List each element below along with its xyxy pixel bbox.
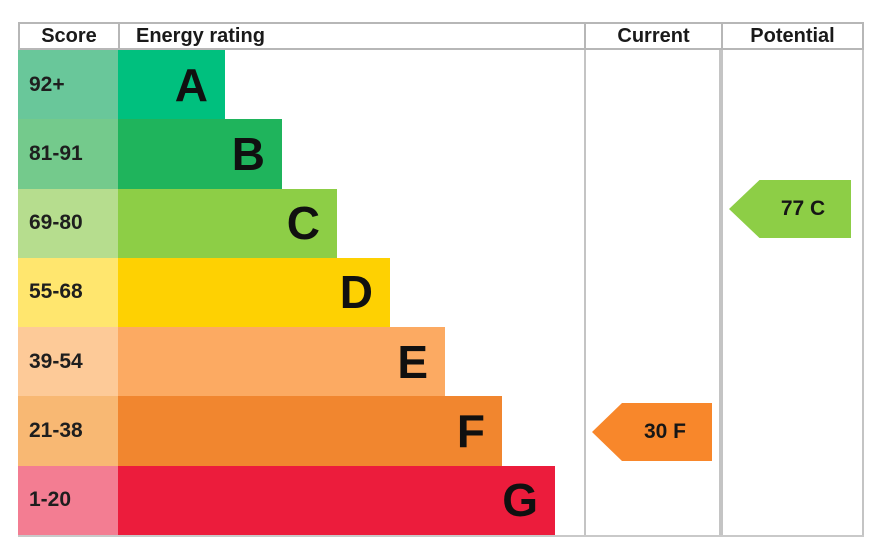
band-letter: B bbox=[231, 127, 265, 180]
header-current: Current bbox=[584, 24, 721, 48]
score-range: 1-20 bbox=[18, 465, 118, 535]
score-range: 55-68 bbox=[18, 257, 118, 328]
band-row-f: 21-38 F bbox=[18, 396, 864, 466]
band-letter: A bbox=[174, 58, 208, 111]
header-row: Score Energy rating Current Potential bbox=[18, 22, 864, 50]
score-range: 92+ bbox=[18, 50, 118, 120]
band-row-a: 92+ A bbox=[18, 50, 864, 120]
band-letter: E bbox=[397, 335, 428, 388]
score-range: 81-91 bbox=[18, 119, 118, 189]
rating-bar-g: G bbox=[118, 465, 555, 535]
score-range: 69-80 bbox=[18, 188, 118, 258]
header-score: Score bbox=[18, 24, 118, 48]
rating-bar-f: F bbox=[118, 396, 502, 466]
rating-bar-a: A bbox=[118, 50, 225, 120]
band-row-e: 39-54 E bbox=[18, 327, 864, 397]
rating-bar-d: D bbox=[118, 257, 390, 328]
rating-bar-e: E bbox=[118, 327, 445, 397]
epc-rating-chart: Score Energy rating Current Potential 92… bbox=[18, 22, 864, 537]
header-energy-rating: Energy rating bbox=[118, 24, 584, 48]
score-range: 21-38 bbox=[18, 396, 118, 466]
band-rows: 92+ A 81-91 B 69-80 C 55-68 D 39-54 E 21… bbox=[18, 50, 864, 535]
band-letter: F bbox=[456, 405, 485, 458]
rating-bar-c: C bbox=[118, 188, 337, 258]
rating-bar-b: B bbox=[118, 119, 282, 189]
score-range: 39-54 bbox=[18, 327, 118, 397]
band-letter: C bbox=[286, 197, 320, 250]
band-letter: D bbox=[339, 266, 373, 319]
potential-rating-label: 77 C bbox=[780, 197, 826, 220]
band-row-c: 69-80 C bbox=[18, 188, 864, 258]
header-potential: Potential bbox=[721, 24, 864, 48]
band-letter: G bbox=[502, 474, 538, 527]
band-row-g: 1-20 G bbox=[18, 465, 864, 535]
band-row-d: 55-68 D bbox=[18, 257, 864, 328]
band-row-b: 81-91 B bbox=[18, 119, 864, 189]
current-rating-label: 30 F bbox=[643, 420, 687, 443]
